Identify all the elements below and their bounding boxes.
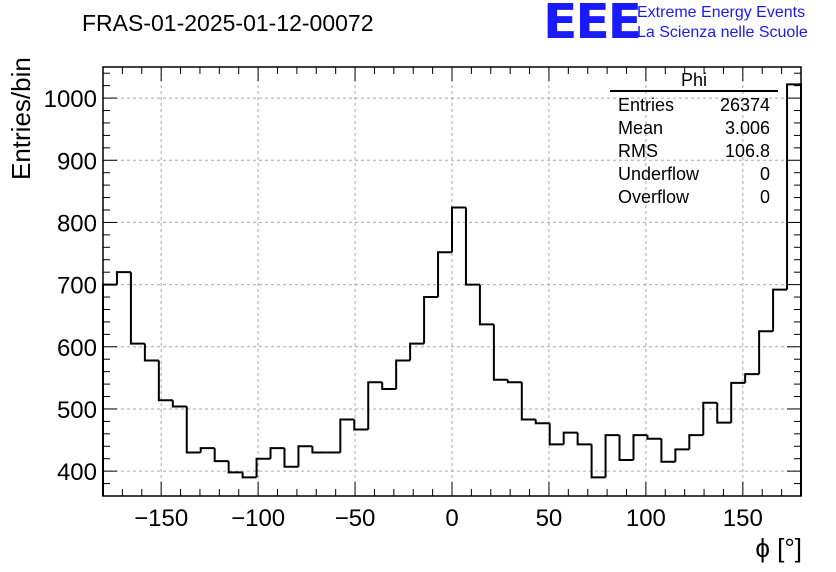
x-tick-label: −50 bbox=[335, 505, 376, 532]
histogram-bin bbox=[339, 418, 355, 453]
histogram-bin bbox=[199, 447, 215, 453]
x-tick-label: 50 bbox=[536, 505, 563, 532]
x-tick-label: −150 bbox=[134, 505, 188, 532]
logo-caption: Extreme Energy Events La Scienza nelle S… bbox=[637, 3, 808, 43]
histogram-bin bbox=[674, 448, 690, 462]
y-tick-label: 900 bbox=[57, 148, 97, 175]
histogram-bin bbox=[102, 283, 117, 496]
histogram-bin bbox=[241, 472, 257, 479]
histogram-bin bbox=[478, 284, 494, 326]
axis-ticks bbox=[102, 67, 802, 497]
stats-value: 0 bbox=[759, 187, 770, 207]
histogram-bin bbox=[353, 419, 369, 431]
histogram-bin bbox=[311, 446, 327, 454]
stats-row-mean: Mean 3.006 bbox=[610, 117, 778, 140]
histogram-bin bbox=[702, 401, 718, 436]
histogram-bin bbox=[157, 360, 173, 402]
stats-label: Mean bbox=[618, 118, 664, 138]
histogram-bin bbox=[758, 330, 774, 375]
stats-box: Phi Entries 26374 Mean 3.006 RMS 106.8 U… bbox=[610, 70, 778, 210]
histogram-bin bbox=[213, 448, 229, 463]
histogram-bin bbox=[716, 402, 732, 424]
histogram-bin bbox=[688, 434, 704, 450]
histogram-bin bbox=[506, 379, 522, 384]
y-tick-label: 500 bbox=[57, 397, 97, 424]
histogram-bin bbox=[227, 461, 243, 474]
stats-row-entries: Entries 26374 bbox=[610, 94, 778, 117]
axis-tick-labels: −150 −100 −50 0 50 100 150 400 500 600 700 800 900 10… bbox=[44, 86, 763, 532]
y-axis-label: Entries/bin bbox=[6, 57, 36, 180]
stats-value: 106.8 bbox=[724, 141, 770, 161]
x-tick-label: 0 bbox=[445, 505, 458, 532]
histogram-bin bbox=[409, 342, 425, 361]
stats-row-underflow: Underflow 0 bbox=[610, 163, 778, 186]
x-axis-label: ϕ [°] bbox=[755, 533, 802, 563]
histogram-bin bbox=[646, 435, 662, 440]
histogram-bin bbox=[395, 359, 411, 390]
histogram-bin bbox=[437, 251, 452, 298]
histogram-bin bbox=[115, 271, 131, 285]
histogram-bin bbox=[492, 324, 508, 381]
stats-row-overflow: Overflow 0 bbox=[610, 186, 778, 209]
histogram-bin bbox=[143, 343, 159, 362]
stats-title: Phi bbox=[680, 70, 707, 90]
histogram-bin bbox=[562, 431, 578, 445]
histogram-bin bbox=[534, 419, 550, 425]
histogram-bin bbox=[632, 434, 648, 460]
histogram-bin bbox=[576, 432, 592, 446]
y-tick-label: 400 bbox=[57, 459, 97, 486]
histogram-bin bbox=[381, 382, 397, 391]
histogram-bin bbox=[744, 373, 760, 383]
histogram-bin bbox=[423, 296, 439, 344]
eee-logo: EEE bbox=[543, 0, 642, 50]
x-tick-label: 100 bbox=[626, 505, 666, 532]
histogram-bin bbox=[255, 457, 271, 478]
histogram-bin bbox=[283, 448, 299, 468]
stats-label: Entries bbox=[618, 95, 675, 115]
chart-title: FRAS-01-2025-01-12-00072 bbox=[82, 10, 374, 36]
histogram-bin bbox=[618, 435, 634, 461]
stats-value: 0 bbox=[759, 164, 770, 184]
histogram-bin bbox=[548, 423, 564, 446]
y-tick-label: 600 bbox=[57, 335, 97, 362]
histogram-bin bbox=[520, 382, 536, 421]
histogram-bin bbox=[367, 381, 383, 430]
stats-label: RMS bbox=[618, 141, 658, 161]
x-tick-label: 150 bbox=[723, 505, 763, 532]
stats-label: Underflow bbox=[618, 164, 700, 184]
histogram-bin bbox=[269, 447, 285, 459]
histogram-bin bbox=[129, 272, 145, 345]
x-tick-label: −100 bbox=[231, 505, 285, 532]
histogram-bin bbox=[185, 406, 201, 454]
y-tick-label: 1000 bbox=[44, 86, 97, 113]
histogram-bin bbox=[772, 288, 788, 332]
stats-value: 3.006 bbox=[724, 118, 770, 138]
histogram-bin bbox=[464, 207, 480, 286]
logo-caption-line2: La Scienza nelle Scuole bbox=[637, 24, 808, 41]
stats-row-rms: RMS 106.8 bbox=[610, 140, 778, 163]
histogram-bin bbox=[297, 445, 313, 467]
y-tick-label: 800 bbox=[57, 210, 97, 237]
histogram-bin bbox=[730, 381, 746, 423]
stats-value: 26374 bbox=[719, 95, 770, 115]
histogram-bin bbox=[451, 206, 466, 253]
histogram-bin bbox=[604, 434, 620, 478]
y-tick-label: 700 bbox=[57, 273, 97, 300]
stats-label: Overflow bbox=[618, 187, 690, 207]
histogram-bin bbox=[590, 444, 606, 479]
histogram-bin bbox=[171, 400, 187, 408]
stats-divider bbox=[610, 90, 778, 92]
histogram-bin bbox=[660, 438, 676, 463]
logo-caption-line1: Extreme Energy Events bbox=[637, 4, 806, 21]
